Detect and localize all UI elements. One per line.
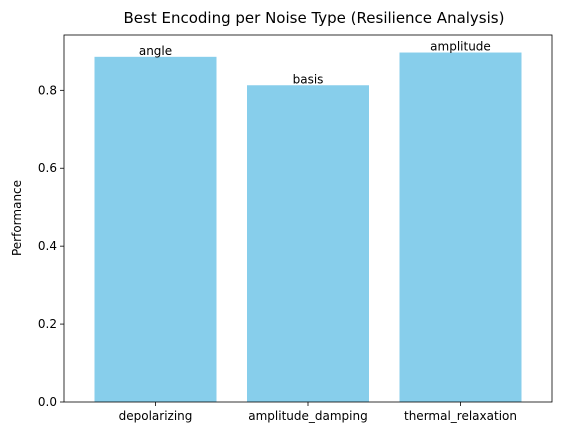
y-tick-label: 0.0 xyxy=(38,395,57,409)
x-tick-label: thermal_relaxation xyxy=(404,409,517,423)
bar-depolarizing xyxy=(94,56,217,402)
bar-value-label: angle xyxy=(139,44,172,58)
y-tick-label: 0.8 xyxy=(38,83,57,97)
x-tick-label: depolarizing xyxy=(119,409,193,423)
axes-frame xyxy=(63,34,553,403)
bar-thermal_relaxation xyxy=(399,52,522,402)
bar-value-label: basis xyxy=(293,72,324,86)
y-tick-label: 0.6 xyxy=(38,161,57,175)
x-tick-label: amplitude_damping xyxy=(248,409,367,423)
y-tick-label: 0.2 xyxy=(38,317,57,331)
plot-area: angle depolarizing basis amplitude_damping a… xyxy=(38,34,553,423)
bar-value-label: amplitude xyxy=(430,40,491,54)
y-axis-label: Performance xyxy=(10,180,24,256)
bar-amplitude_damping xyxy=(247,85,369,402)
chart-title: Best Encoding per Noise Type (Resilience… xyxy=(124,9,505,27)
y-tick-label: 0.4 xyxy=(38,239,57,253)
